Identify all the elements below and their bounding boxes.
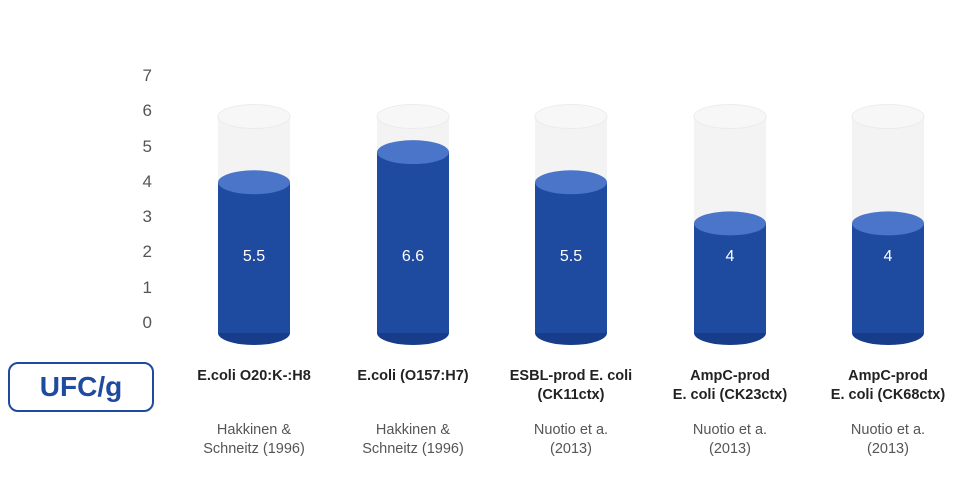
source-label: Hakkinen & Schneitz (1996) bbox=[203, 422, 305, 457]
data-label: 5.5 bbox=[559, 248, 583, 265]
bar-top bbox=[377, 140, 449, 165]
x-category-label: E.coli (O157:H7) bbox=[357, 368, 469, 384]
x-category-label: AmpC-prod E. coli (CK23ctx) bbox=[672, 368, 788, 403]
bar bbox=[377, 152, 449, 333]
source-label: Nuotio et a. (2013) bbox=[533, 422, 609, 457]
y-tick-label: 0 bbox=[142, 313, 152, 332]
source-label: Nuotio et a. (2013) bbox=[850, 422, 926, 457]
y-tick-label: 3 bbox=[142, 207, 152, 227]
bar-cylinder bbox=[534, 104, 608, 345]
glass-top bbox=[376, 104, 450, 130]
bar bbox=[218, 182, 290, 333]
glass-top bbox=[217, 104, 291, 130]
y-tick-label: 7 bbox=[142, 65, 152, 85]
y-tick-label: 2 bbox=[142, 242, 152, 262]
glass-top bbox=[693, 104, 767, 130]
bar-cylinder bbox=[376, 104, 450, 345]
x-category-label: AmpC-prod E. coli (CK68ctx) bbox=[830, 368, 946, 403]
y-tick-label: 1 bbox=[142, 277, 152, 297]
data-label: 5.5 bbox=[242, 248, 266, 265]
bar-cylinder bbox=[217, 104, 291, 345]
bar-top bbox=[852, 211, 924, 236]
x-category-label: E.coli O20:K-:H8 bbox=[197, 368, 311, 384]
bar-cylinder bbox=[851, 104, 925, 345]
data-label: 6.6 bbox=[401, 248, 425, 265]
bar bbox=[852, 223, 924, 333]
unit-label: UFC/g bbox=[8, 362, 154, 412]
bar-cylinder bbox=[693, 104, 767, 345]
glass-top bbox=[851, 104, 925, 130]
bar bbox=[535, 182, 607, 333]
y-tick-label: 6 bbox=[142, 101, 152, 121]
glass-top bbox=[534, 104, 608, 130]
data-label: 4 bbox=[725, 248, 735, 265]
data-label: 4 bbox=[883, 248, 893, 265]
source-label: Nuotio et a. (2013) bbox=[692, 422, 768, 457]
y-tick-label: 5 bbox=[142, 136, 152, 156]
bar-top bbox=[218, 170, 290, 195]
x-category-label: ESBL-prod E. coli (CK11ctx) bbox=[509, 368, 633, 403]
source-label: Hakkinen & Schneitz (1996) bbox=[362, 422, 464, 457]
y-tick-label: 4 bbox=[142, 171, 152, 191]
bar-top bbox=[535, 170, 607, 195]
bar-top bbox=[694, 211, 766, 236]
bar bbox=[694, 223, 766, 333]
